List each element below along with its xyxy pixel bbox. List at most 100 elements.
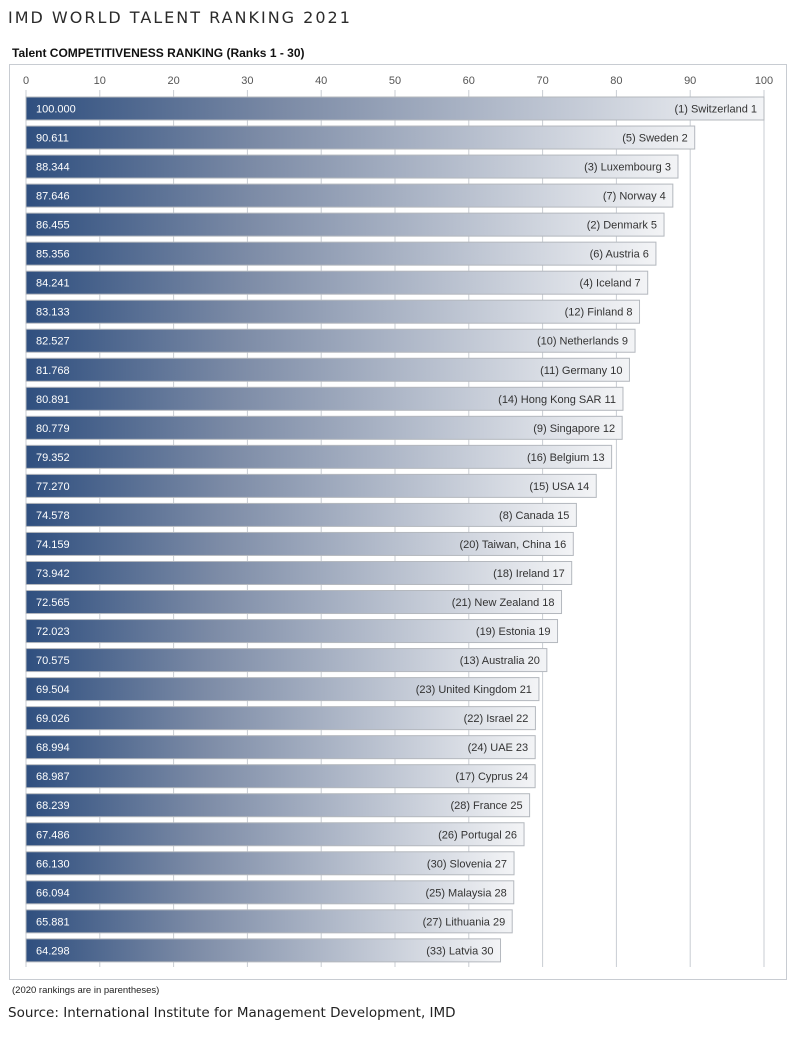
bar-value-label: 70.575 [36,655,70,667]
x-tick-label: 30 [241,75,253,87]
bar-row: 81.768 (11) Germany 10 [25,357,630,382]
bar [25,590,563,615]
bar-row: 88.344 (3) Luxembourg 3 [25,154,679,179]
bar-row: 80.779 (9) Singapore 12 [25,415,623,440]
x-tick-label: 20 [167,75,179,87]
bar [25,415,623,440]
bar-row: 74.159 (20) Taiwan, China 16 [25,531,574,556]
bar-value-label: 83.133 [36,307,70,319]
bar-category-label: (30) Slovenia 27 [427,858,507,870]
x-tick-label: 70 [536,75,548,87]
bar-category-label: (28) France 25 [450,800,522,812]
bar [25,270,649,295]
bar [25,154,679,179]
bar-value-label: 81.768 [36,365,70,377]
bar-category-label: (21) New Zealand 18 [452,597,555,609]
bar-category-label: (11) Germany 10 [540,365,622,377]
bar [25,822,525,847]
bar-value-label: 80.779 [36,423,70,435]
bar-row: 72.023 (19) Estonia 19 [25,619,559,644]
bar-category-label: (22) Israel 22 [464,713,529,725]
page-title: IMD WORLD TALENT RANKING 2021 [8,8,352,27]
source-text: Source: International Institute for Mana… [8,1005,456,1021]
chart-title: Talent COMPETITIVENESS RANKING (Ranks 1 … [12,46,305,60]
bar-value-label: 66.130 [36,858,70,870]
bar-value-label: 68.987 [36,771,70,783]
bar [25,851,515,876]
bar-row: 68.994 (24) UAE 23 [25,735,536,760]
bar [25,386,624,411]
bar [25,357,630,382]
bar-row: 70.575 (13) Australia 20 [25,648,548,673]
bar-value-label: 74.578 [36,510,70,522]
bar-category-label: (16) Belgium 13 [527,452,605,464]
bar [25,909,513,934]
bar [25,735,536,760]
bar [25,880,515,905]
bar-category-label: (17) Cyprus 24 [455,771,528,783]
bar-row: 82.527 (10) Netherlands 9 [25,328,636,353]
bar [25,764,536,789]
bar-category-label: (12) Finland 8 [565,307,633,319]
bar-category-label: (18) Ireland 17 [493,568,565,580]
footnote: (2020 rankings are in parentheses) [12,985,160,996]
bar-row: 65.881 (27) Lithuania 29 [25,909,513,934]
bar-row: 87.646 (7) Norway 4 [25,183,674,208]
bar-category-label: (9) Singapore 12 [533,423,615,435]
bar [25,328,636,353]
bar [25,502,577,527]
bar [25,473,597,498]
bar [25,444,613,469]
bar-category-label: (6) Austria 6 [590,249,649,261]
bar [25,938,502,963]
bar [25,183,674,208]
bar-category-label: (10) Netherlands 9 [537,336,628,348]
bar-row: 69.026 (22) Israel 22 [25,706,536,731]
bar-category-label: (26) Portugal 26 [438,829,517,841]
bar [25,793,531,818]
bar-value-label: 64.298 [36,945,70,957]
bar-value-label: 72.565 [36,597,70,609]
x-tick-label: 50 [389,75,401,87]
bar-category-label: (5) Sweden 2 [622,133,687,145]
bar-category-label: (14) Hong Kong SAR 11 [498,394,616,406]
bar-value-label: 77.270 [36,481,70,493]
bar-row: 67.486 (26) Portugal 26 [25,822,525,847]
bar-value-label: 68.994 [36,742,70,754]
bars: 100.000 (1) Switzerland 1 90.611 (5) Sweden… [25,96,765,963]
bar-category-label: (19) Estonia 19 [476,626,551,638]
bar-value-label: 88.344 [36,162,70,174]
bar-value-label: 86.455 [36,220,70,232]
bar-row: 72.565 (21) New Zealand 18 [25,590,563,615]
bar-value-label: 73.942 [36,568,70,580]
x-tick-label: 80 [610,75,622,87]
bar-row: 86.455 (2) Denmark 5 [25,212,665,237]
bar-row: 64.298 (33) Latvia 30 [25,938,502,963]
bar-value-label: 69.026 [36,713,70,725]
bar [25,241,657,266]
x-tick-label: 100 [755,75,773,87]
bar-value-label: 74.159 [36,539,70,551]
x-tick-label: 60 [463,75,475,87]
bar-category-label: (23) United Kingdom 21 [416,684,532,696]
bar-row: 66.130 (30) Slovenia 27 [25,851,515,876]
bar-value-label: 84.241 [36,278,70,290]
bar-category-label: (8) Canada 15 [499,510,569,522]
bar [25,531,574,556]
bar-value-label: 65.881 [36,916,70,928]
x-tick-label: 90 [684,75,696,87]
bar-value-label: 100.000 [36,104,76,116]
bar [25,677,540,702]
bar-row: 84.241 (4) Iceland 7 [25,270,649,295]
bar [25,299,641,324]
bar-row: 69.504 (23) United Kingdom 21 [25,677,540,702]
bar-category-label: (20) Taiwan, China 16 [459,539,566,551]
bar-category-label: (24) UAE 23 [468,742,529,754]
bar-value-label: 68.239 [36,800,70,812]
bar-value-label: 67.486 [36,829,70,841]
bar-value-label: 90.611 [36,133,69,145]
bar-row: 90.611 (5) Sweden 2 [25,125,696,150]
bar [25,125,696,150]
bar-category-label: (3) Luxembourg 3 [584,162,671,174]
